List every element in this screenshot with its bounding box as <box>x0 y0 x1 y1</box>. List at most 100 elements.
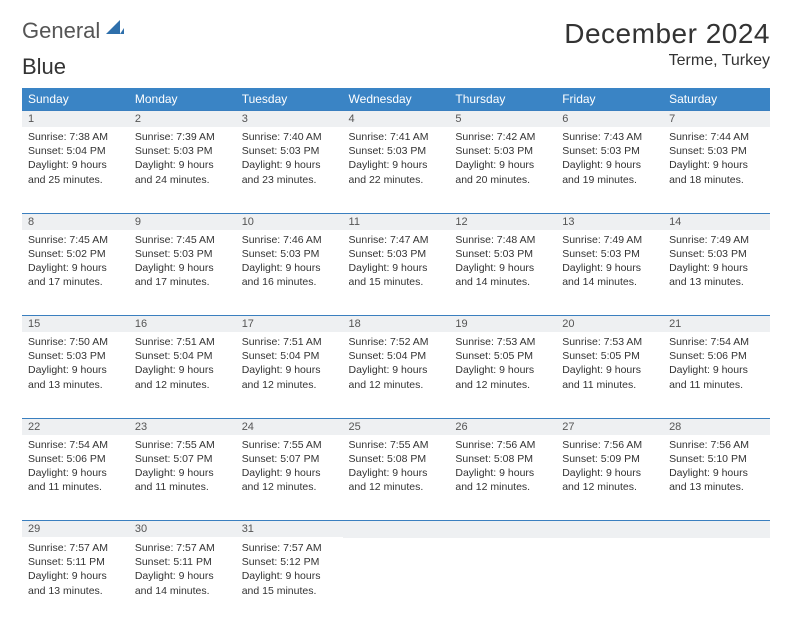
sunset-line: Sunset: 5:06 PM <box>28 453 106 465</box>
daylight-line: Daylight: 9 hours and 17 minutes. <box>28 262 107 288</box>
day-number: 12 <box>449 214 556 230</box>
daycell-row: Sunrise: 7:54 AMSunset: 5:06 PMDaylight:… <box>22 435 770 521</box>
sunset-line: Sunset: 5:03 PM <box>562 248 640 260</box>
sunset-line: Sunset: 5:03 PM <box>669 145 747 157</box>
sunset-line: Sunset: 5:07 PM <box>242 453 320 465</box>
sunrise-line: Sunrise: 7:39 AM <box>135 131 215 143</box>
sunrise-line: Sunrise: 7:43 AM <box>562 131 642 143</box>
sunset-line: Sunset: 5:03 PM <box>135 248 213 260</box>
logo-text-general: General <box>22 18 100 44</box>
sunrise-line: Sunrise: 7:56 AM <box>562 439 642 451</box>
daylight-line: Daylight: 9 hours and 13 minutes. <box>28 570 107 596</box>
daylight-line: Daylight: 9 hours and 24 minutes. <box>135 159 214 185</box>
sunrise-line: Sunrise: 7:49 AM <box>669 234 749 246</box>
day-number: 3 <box>236 111 343 127</box>
day-cell: Sunrise: 7:41 AM Sunset: 5:03 PM Daylight:… <box>343 127 450 192</box>
day-number: 23 <box>129 419 236 435</box>
day-cell: Sunrise: 7:57 AMSunset: 5:11 PMDaylight:… <box>129 538 236 603</box>
daylight-line: Daylight: 9 hours and 12 minutes. <box>455 364 534 390</box>
sunset-line: Sunset: 5:12 PM <box>242 556 320 568</box>
daylight-line: Daylight: 9 hours and 11 minutes. <box>562 364 641 390</box>
sunset-line: Sunset: 5:03 PM <box>349 145 427 157</box>
daycell-row: Sunrise: 7:38 AMSunset: 5:04 PMDaylight:… <box>22 127 770 213</box>
day-number: 2 <box>129 111 236 127</box>
weekday-header-row: SundayMondayTuesdayWednesdayThursdayFrid… <box>22 88 770 111</box>
day-number: 10 <box>236 214 343 230</box>
daynum-row: 22232425262728 <box>22 418 770 435</box>
daycell-row: Sunrise: 7:57 AMSunset: 5:11 PMDaylight:… <box>22 538 770 624</box>
sunrise-line: Sunrise: 7:41 AM <box>349 131 429 143</box>
day-number: 6 <box>556 111 663 127</box>
day-cell: Sunrise: 7:48 AMSunset: 5:03 PMDaylight:… <box>449 230 556 295</box>
day-number: 13 <box>556 214 663 230</box>
day-number: 1 <box>22 111 129 127</box>
sunrise-line: Sunrise: 7:38 AM <box>28 131 108 143</box>
daylight-line: Daylight: 9 hours and 12 minutes. <box>562 467 641 493</box>
sunset-line: Sunset: 5:04 PM <box>349 350 427 362</box>
day-number: 4 <box>343 111 450 127</box>
sunrise-line: Sunrise: 7:40 AM <box>242 131 322 143</box>
day-cell: Sunrise: 7:49 AMSunset: 5:03 PMDaylight:… <box>556 230 663 295</box>
day-cell: Sunrise: 7:51 AMSunset: 5:04 PMDaylight:… <box>236 332 343 397</box>
day-cell: Sunrise: 7:52 AMSunset: 5:04 PMDaylight:… <box>343 332 450 397</box>
day-number: 24 <box>236 419 343 435</box>
sunrise-line: Sunrise: 7:42 AM <box>455 131 535 143</box>
empty-day <box>343 521 450 538</box>
weekday-header: Saturday <box>663 88 770 111</box>
sunrise-line: Sunrise: 7:51 AM <box>135 336 215 348</box>
daylight-line: Daylight: 9 hours and 15 minutes. <box>242 570 321 596</box>
day-number: 30 <box>129 521 236 537</box>
sunrise-line: Sunrise: 7:50 AM <box>28 336 108 348</box>
sunrise-line: Sunrise: 7:49 AM <box>562 234 642 246</box>
logo-text-blue: Blue <box>22 54 66 79</box>
weekday-header: Tuesday <box>236 88 343 111</box>
sunrise-line: Sunrise: 7:52 AM <box>349 336 429 348</box>
sunrise-line: Sunrise: 7:47 AM <box>349 234 429 246</box>
sunset-line: Sunset: 5:09 PM <box>562 453 640 465</box>
sunset-line: Sunset: 5:03 PM <box>242 248 320 260</box>
sunset-line: Sunset: 5:03 PM <box>455 248 533 260</box>
sunset-line: Sunset: 5:07 PM <box>135 453 213 465</box>
day-number: 15 <box>22 316 129 332</box>
day-cell: Sunrise: 7:55 AMSunset: 5:08 PMDaylight:… <box>343 435 450 500</box>
day-number: 5 <box>449 111 556 127</box>
sunrise-line: Sunrise: 7:46 AM <box>242 234 322 246</box>
month-title: December 2024 <box>564 18 770 50</box>
sunrise-line: Sunrise: 7:55 AM <box>135 439 215 451</box>
day-cell: Sunrise: 7:44 AMSunset: 5:03 PMDaylight:… <box>663 127 770 192</box>
sunrise-line: Sunrise: 7:55 AM <box>349 439 429 451</box>
day-cell: Sunrise: 7:47 AMSunset: 5:03 PMDaylight:… <box>343 230 450 295</box>
day-cell: Sunrise: 7:49 AMSunset: 5:03 PMDaylight:… <box>663 230 770 295</box>
daylight-line: Daylight: 9 hours and 12 minutes. <box>349 467 428 493</box>
day-cell: Sunrise: 7:57 AMSunset: 5:12 PMDaylight:… <box>236 538 343 603</box>
daylight-line: Daylight: 9 hours and 25 minutes. <box>28 159 107 185</box>
day-number: 27 <box>556 419 663 435</box>
daylight-line: Daylight: 9 hours and 16 minutes. <box>242 262 321 288</box>
empty-day <box>663 521 770 538</box>
day-cell: Sunrise: 7:56 AM Sunset: 5:09 PM Daylight:… <box>556 435 663 500</box>
sunrise-line: Sunrise: 7:45 AM <box>28 234 108 246</box>
day-cell: Sunrise: 7:53 AMSunset: 5:05 PMDaylight:… <box>556 332 663 397</box>
day-cell: Sunrise: 7:39 AMSunset: 5:03 PMDaylight:… <box>129 127 236 192</box>
title-block: December 2024 Terme, Turkey <box>564 18 770 70</box>
daylight-line: Daylight: 9 hours and 22 minutes. <box>349 159 428 185</box>
sunrise-line: Sunrise: 7:56 AM <box>669 439 749 451</box>
daylight-line: Daylight: 9 hours and 13 minutes. <box>669 467 748 493</box>
day-cell: Sunrise: 7:38 AMSunset: 5:04 PMDaylight:… <box>22 127 129 192</box>
weekday-header: Monday <box>129 88 236 111</box>
weekday-header: Wednesday <box>343 88 450 111</box>
day-number: 29 <box>22 521 129 537</box>
day-number: 11 <box>343 214 450 230</box>
sunrise-line: Sunrise: 7:51 AM <box>242 336 322 348</box>
sunset-line: Sunset: 5:10 PM <box>669 453 747 465</box>
day-cell: Sunrise: 7:53 AMSunset: 5:05 PMDaylight:… <box>449 332 556 397</box>
day-cell: Sunrise: 7:54 AMSunset: 5:06 PMDaylight:… <box>22 435 129 500</box>
daylight-line: Daylight: 9 hours and 11 minutes. <box>135 467 214 493</box>
day-number: 16 <box>129 316 236 332</box>
daynum-row: 891011121314 <box>22 213 770 230</box>
sunset-line: Sunset: 5:03 PM <box>242 145 320 157</box>
day-cell: Sunrise: 7:55 AM Sunset: 5:07 PM Daylight:… <box>129 435 236 500</box>
empty-day <box>449 521 556 538</box>
daylight-line: Daylight: 9 hours and 23 minutes. <box>242 159 321 185</box>
weekday-header: Sunday <box>22 88 129 111</box>
